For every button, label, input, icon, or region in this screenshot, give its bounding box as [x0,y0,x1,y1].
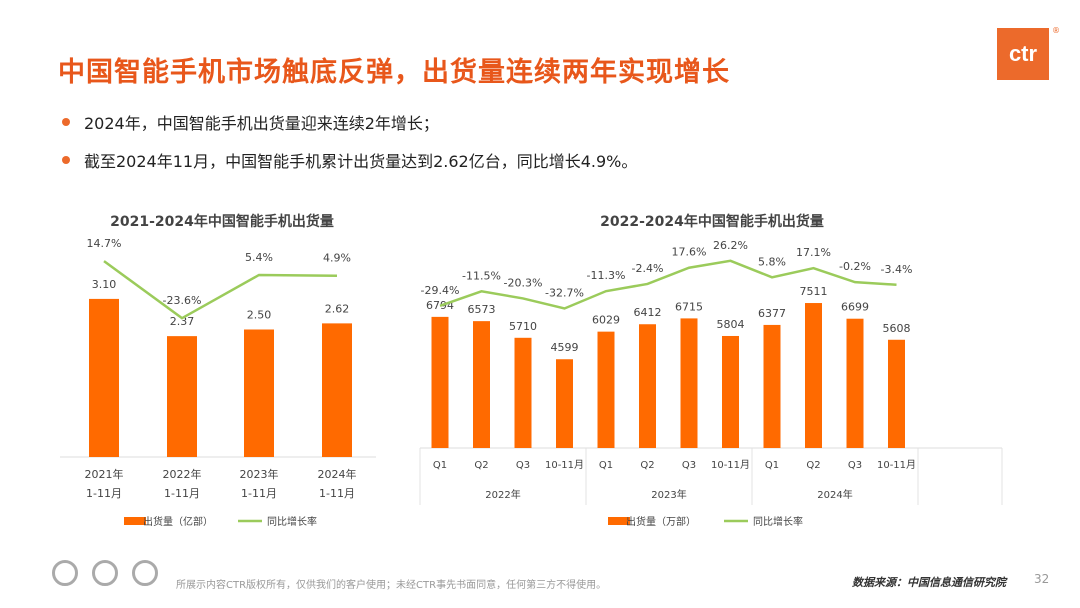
bar [888,339,905,448]
page-number: 32 [1034,572,1050,586]
line-label: 4.9% [323,252,351,265]
legend-bar-swatch [608,517,630,525]
x-tick-label: Q3 [682,460,696,471]
bar-label: 5804 [717,318,745,331]
x-tick-label: Q2 [474,460,488,471]
bar [597,331,615,448]
bar [639,324,656,448]
chart-title: 2022-2024年中国智能手机出货量 [600,213,824,230]
bar [322,323,352,457]
bar [805,303,822,448]
bar-label: 2.62 [325,302,350,315]
line-label: 17.1% [796,246,831,259]
line-label: 14.7% [87,237,122,250]
sgs-seal-icon [132,560,158,586]
line-label: -11.5% [462,269,501,282]
bar-label: 6699 [841,301,869,314]
sgs-seal-icon [92,560,118,586]
bar [89,298,119,457]
x-tick-label: 10-11月 [545,459,584,471]
bar-label: 2.50 [247,309,272,322]
line-label: 17.6% [672,246,707,259]
x-tick-label: 10-11月 [877,459,916,471]
copyright-text: 所展示内容CTR版权所有，仅供我们的客户使用；未经CTR事先书面同意，任何第三方… [176,580,607,591]
bar-label: 7511 [800,285,828,298]
bullet-item: 截至2024年11月，中国智能手机累计出货量达到2.62亿台，同比增长4.9%。 [62,148,637,172]
x-tick-label: Q2 [806,460,820,471]
registered-mark-icon: ® [1052,26,1060,35]
bullet-item: 2024年，中国智能手机出货量迎来连续2年增长； [62,110,439,134]
chart-title: 2021-2024年中国智能手机出货量 [110,213,334,230]
bar-label: 5608 [883,322,911,335]
bullet-dot-icon [62,156,70,164]
legend-label: 出货量（亿部） [143,515,213,528]
growth-line [439,259,897,310]
x-tick-label: 2023年 [240,467,279,481]
x-tick-label: Q2 [640,460,654,471]
x-tick-label: 2022年 [163,467,202,481]
growth-line [103,260,338,320]
bullet-text: 截至2024年11月，中国智能手机累计出货量达到2.62亿台，同比增长4.9%。 [84,152,638,171]
x-tick-label: Q3 [848,460,862,471]
bar-label: 5710 [509,320,537,333]
line-label: 5.4% [245,251,273,264]
bar-label: 6715 [675,300,703,313]
data-source: 数据来源：中国信息通信研究院 [852,576,1006,589]
line-label: -2.4% [632,262,664,275]
x-tick-label: Q1 [599,460,613,471]
line-label: 26.2% [713,239,748,252]
legend-label: 同比增长率 [753,515,803,528]
legend-label: 同比增长率 [267,515,317,528]
sgs-seal-icon [52,560,78,586]
bar [763,324,781,448]
bar [846,318,864,448]
x-tick-label: Q1 [433,460,447,471]
x-tick-label: Q3 [516,460,530,471]
bar [514,337,532,448]
bar [680,318,698,448]
bar [473,321,490,448]
page-title: 中国智能手机市场触底反弹，出货量连续两年实现增长 [58,57,730,88]
bar [556,359,573,448]
line-label: -0.2% [839,260,871,273]
x-tick-label: 2024年 [318,467,357,481]
bullet-dot-icon [62,118,70,126]
bar-label: 2.37 [170,315,195,328]
x-tick-label: 1-11月 [319,487,355,500]
bar [167,336,197,457]
line-label: -11.3% [587,269,626,282]
legend-label: 出货量（万部） [626,515,696,528]
x-tick-label: 2021年 [85,467,124,481]
x-tick-label: 1-11月 [86,487,122,500]
bar-label: 4599 [551,341,579,354]
x-group-label: 2022年 [485,488,520,501]
bar-label: 6412 [634,306,662,319]
line-label: -29.4% [421,284,460,297]
x-group-label: 2024年 [817,488,852,501]
line-label: -23.6% [163,294,202,307]
ctr-logo: ctr [997,28,1049,80]
x-tick-label: 10-11月 [711,459,750,471]
x-tick-label: 1-11月 [164,487,200,500]
line-label: -20.3% [504,276,543,289]
x-tick-label: 1-11月 [241,487,277,500]
bar-label: 6029 [592,314,620,327]
bullet-text: 2024年，中国智能手机出货量迎来连续2年增长； [84,114,439,133]
bar-label: 3.10 [92,278,117,291]
bar-label: 6377 [758,307,786,320]
bar [244,329,274,457]
line-label: -3.4% [881,263,913,276]
line-label: -32.7% [545,286,584,299]
line-label: 5.8% [758,255,786,268]
bar-label: 6573 [468,303,496,316]
bar [722,335,739,448]
legend-bar-swatch [124,517,146,525]
bar [431,316,449,448]
x-group-label: 2023年 [651,488,686,501]
x-tick-label: Q1 [765,460,779,471]
